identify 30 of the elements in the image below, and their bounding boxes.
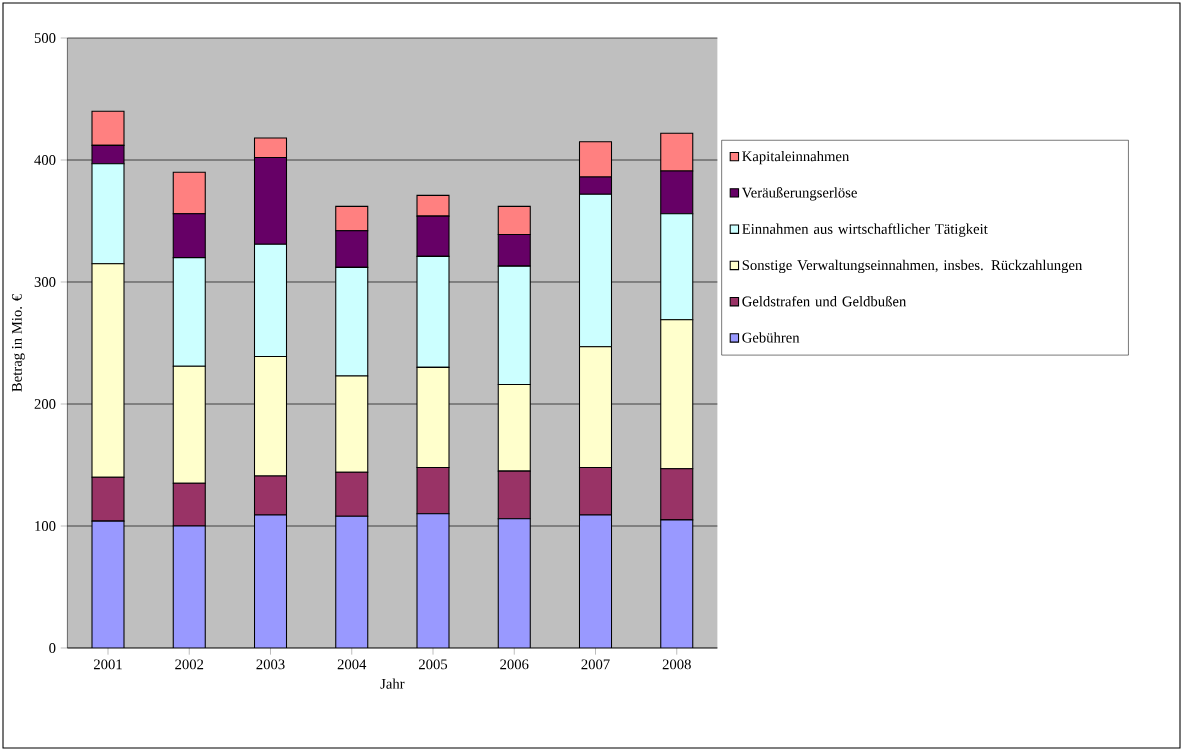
y-tick-label: 300: [34, 277, 56, 287]
x-axis-title: Jahr: [380, 678, 405, 689]
legend-label: Sonstige Verwaltungseinnahmen, insbes. Rückzahlungen: [742, 259, 1083, 274]
bar: [497, 518, 531, 648]
x-tick-label: 2005: [418, 659, 448, 670]
x-tick-label: 2008: [662, 659, 691, 670]
legend-label: Einnahmen aus wirtschaftlicher Tätigkeit: [742, 223, 988, 237]
y-tick-label: 200: [34, 399, 56, 409]
x-tick-label: 2007: [581, 659, 610, 670]
x-tick-label: 2001: [93, 659, 122, 670]
y-tick-label: 500: [34, 33, 56, 43]
legend-label: Gebühren: [742, 332, 800, 343]
bar: [172, 525, 206, 648]
y-axis-title: Betrag in Mio. €: [11, 294, 25, 392]
legend-label: Veräußerungserlöse: [741, 187, 857, 201]
legend-label: Kapitaleinnahmen: [742, 150, 850, 165]
legend-label: Geldstrafen und Geldbußen: [742, 295, 907, 307]
x-tick-label: 2006: [500, 659, 529, 670]
x-tick-label: 2004: [337, 659, 367, 670]
bar: [335, 515, 369, 648]
bar: [253, 514, 288, 648]
bar: [578, 514, 613, 648]
x-tick-label: 2002: [175, 659, 204, 670]
y-tick-label: 400: [34, 155, 56, 165]
y-tick-label: 0: [49, 643, 56, 653]
bar: [660, 519, 694, 648]
y-tick-label: 100: [35, 521, 56, 531]
bar: [416, 513, 450, 648]
x-tick-label: 2003: [256, 659, 285, 670]
bar: [91, 520, 125, 648]
